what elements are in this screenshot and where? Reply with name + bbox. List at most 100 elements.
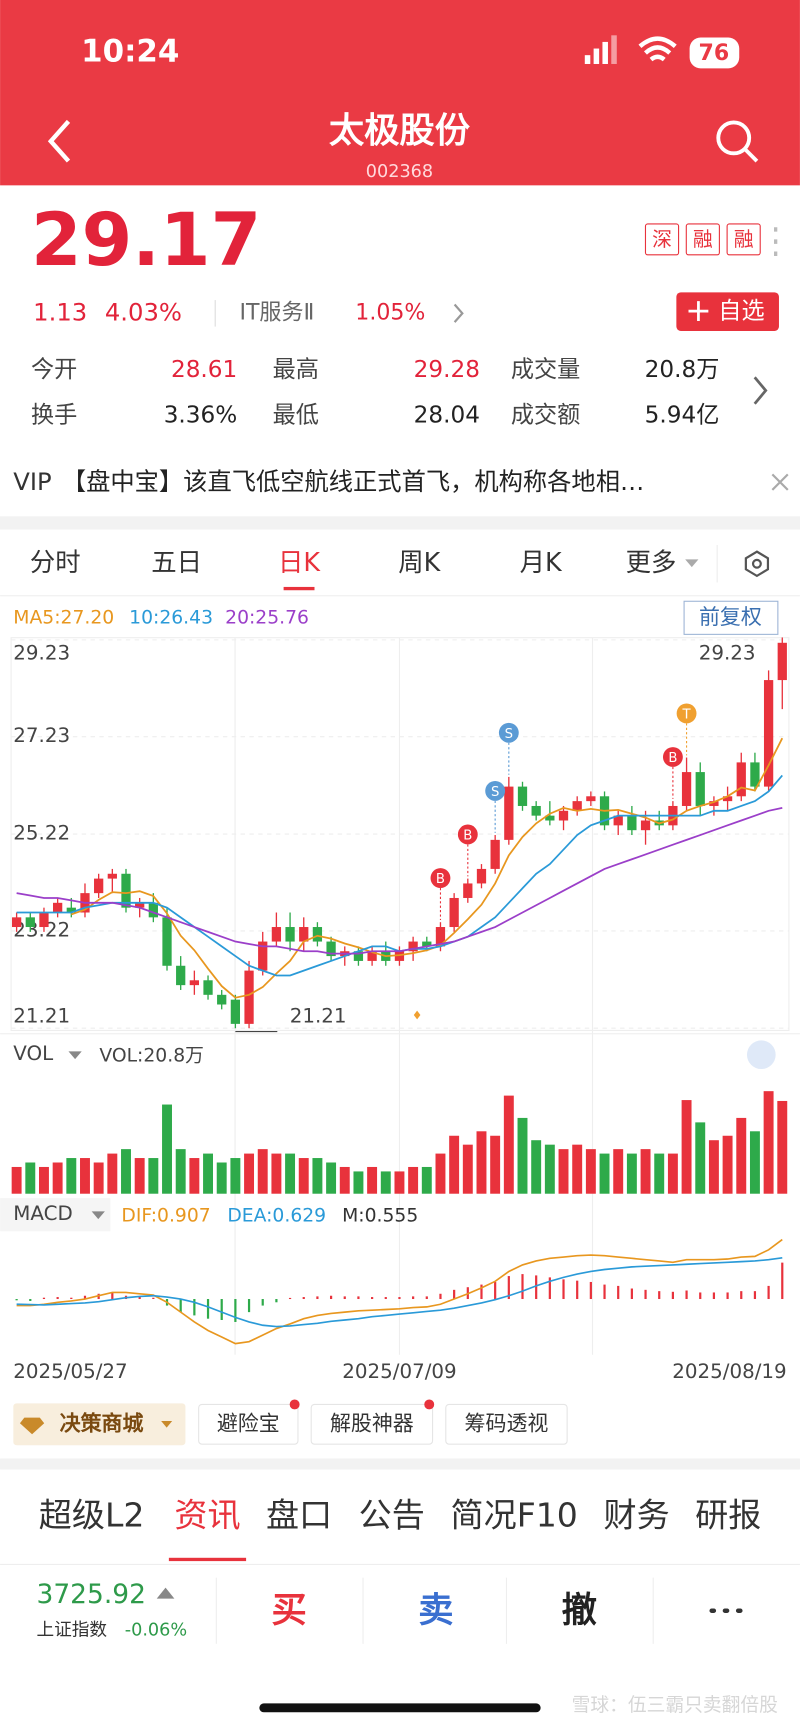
candle-body: [627, 815, 637, 831]
tab[interactable]: 月K: [520, 547, 563, 577]
candle-body: [394, 951, 405, 961]
section-tab[interactable]: 资讯: [174, 1495, 240, 1534]
tab[interactable]: 更多: [626, 547, 677, 577]
tool-button[interactable]: [310, 1403, 434, 1445]
dropdown-arrow: [161, 1420, 173, 1428]
section-tab[interactable]: 公告: [359, 1495, 425, 1534]
volume-bar: [257, 1149, 268, 1194]
candle-body: [25, 917, 35, 928]
volume-bar: [107, 1153, 118, 1194]
news-close[interactable]: [771, 473, 789, 491]
candle-body: [435, 927, 446, 947]
marker-label: T: [682, 708, 692, 723]
candle-body: [750, 762, 760, 787]
volume-bar: [490, 1135, 501, 1194]
badge: [685, 223, 720, 256]
gem-icon: [19, 1417, 45, 1435]
y-tick-label: 25.22: [13, 822, 70, 845]
action-button[interactable]: 撤: [562, 1590, 597, 1631]
marker: [676, 703, 697, 724]
volume-bar: [203, 1153, 213, 1194]
y-tick-label: 27.23: [13, 724, 70, 747]
badge: [726, 223, 761, 256]
marker: [430, 868, 451, 888]
tool-label[interactable]: 决策商城: [60, 1411, 144, 1435]
watch-button[interactable]: [676, 292, 779, 331]
stat-value: 20.8万: [645, 357, 720, 383]
volume-bar: [749, 1131, 760, 1194]
tool-label: 解股神器: [330, 1411, 414, 1435]
volume-bar: [695, 1122, 706, 1194]
tab[interactable]: 日K: [278, 547, 321, 577]
back-button[interactable]: [47, 119, 71, 163]
candle-body: [353, 951, 364, 961]
candle-body: [613, 815, 623, 826]
volume-bar: [339, 1166, 350, 1194]
volume-bar: [134, 1158, 145, 1194]
volume-bar: [353, 1171, 364, 1194]
tool-button[interactable]: [445, 1403, 568, 1445]
volume-bar: [558, 1149, 569, 1194]
tool-bg: [13, 1403, 186, 1446]
macd-label: DEA:0.629: [227, 1205, 326, 1226]
dropdown-arrow: [68, 1051, 82, 1060]
candle-body: [422, 941, 432, 947]
volume-bar: [244, 1153, 255, 1194]
settings-button[interactable]: [744, 550, 770, 578]
news-text[interactable]: 【盘中宝】该直飞低空航线正式首飞，机构称各地相…: [62, 467, 644, 496]
stats-more[interactable]: [753, 376, 768, 405]
volume-bar: [462, 1144, 473, 1194]
stat-value: 29.28: [414, 357, 480, 383]
sector[interactable]: IT服务Ⅱ: [239, 300, 314, 325]
tool-label: 筹码透视: [465, 1411, 549, 1435]
candle-body: [11, 917, 22, 928]
stat-value: 3.36%: [164, 402, 238, 428]
marker-label: S: [491, 785, 499, 800]
dropdown-arrow: [91, 1211, 105, 1220]
badge-label: 融: [693, 228, 713, 251]
search-button[interactable]: [716, 120, 759, 163]
sector-pct: 1.05%: [355, 300, 425, 325]
adjust-button[interactable]: [683, 600, 779, 635]
price: 29.17: [31, 198, 261, 283]
volume-bar: [298, 1158, 309, 1194]
candle-body: [681, 772, 692, 806]
tab[interactable]: 五日: [151, 547, 202, 577]
tab[interactable]: 分时: [30, 547, 81, 577]
volume-bar: [503, 1095, 514, 1194]
candle-body: [244, 970, 254, 1024]
section-tab[interactable]: 超级L2: [39, 1495, 145, 1534]
action-button[interactable]: 买: [271, 1590, 306, 1631]
action-button[interactable]: 卖: [418, 1590, 453, 1631]
candle-body: [121, 873, 131, 908]
watermark: 雪球：伍三霸只卖翻倍股: [572, 1694, 778, 1716]
candle-body: [326, 941, 336, 957]
macd-header[interactable]: MACD: [13, 1202, 72, 1225]
section-tab[interactable]: 研报: [695, 1495, 761, 1534]
stat-label: 最高: [273, 357, 319, 383]
vol-header[interactable]: VOL: [13, 1042, 53, 1065]
candle-body: [53, 902, 63, 913]
vol-icon: [746, 1040, 776, 1070]
badge-label: 深: [652, 228, 672, 251]
volume-bar: [121, 1149, 131, 1194]
volume-bar: [708, 1140, 719, 1194]
volume-bar: [148, 1158, 159, 1194]
marker-label: B: [463, 829, 472, 844]
candle-body: [66, 907, 76, 913]
volume-bar: [52, 1162, 63, 1194]
section-tab[interactable]: 财务: [604, 1495, 670, 1534]
index-change: -0.06%: [125, 1621, 187, 1641]
tool-button[interactable]: [198, 1403, 299, 1445]
macd-header-bg: [0, 1198, 111, 1232]
tab[interactable]: 周K: [398, 547, 441, 577]
y-tick-label: 29.23: [13, 642, 70, 665]
volume-bar: [326, 1162, 337, 1194]
volume-bar: [599, 1153, 610, 1194]
stat-label: 今开: [31, 357, 77, 383]
section-tab[interactable]: 简况F10: [451, 1495, 578, 1534]
index-arrow: [156, 1587, 175, 1599]
stat-value: 28.04: [414, 402, 480, 428]
section-tab[interactable]: 盘口: [266, 1495, 332, 1534]
candle-body: [586, 796, 596, 802]
